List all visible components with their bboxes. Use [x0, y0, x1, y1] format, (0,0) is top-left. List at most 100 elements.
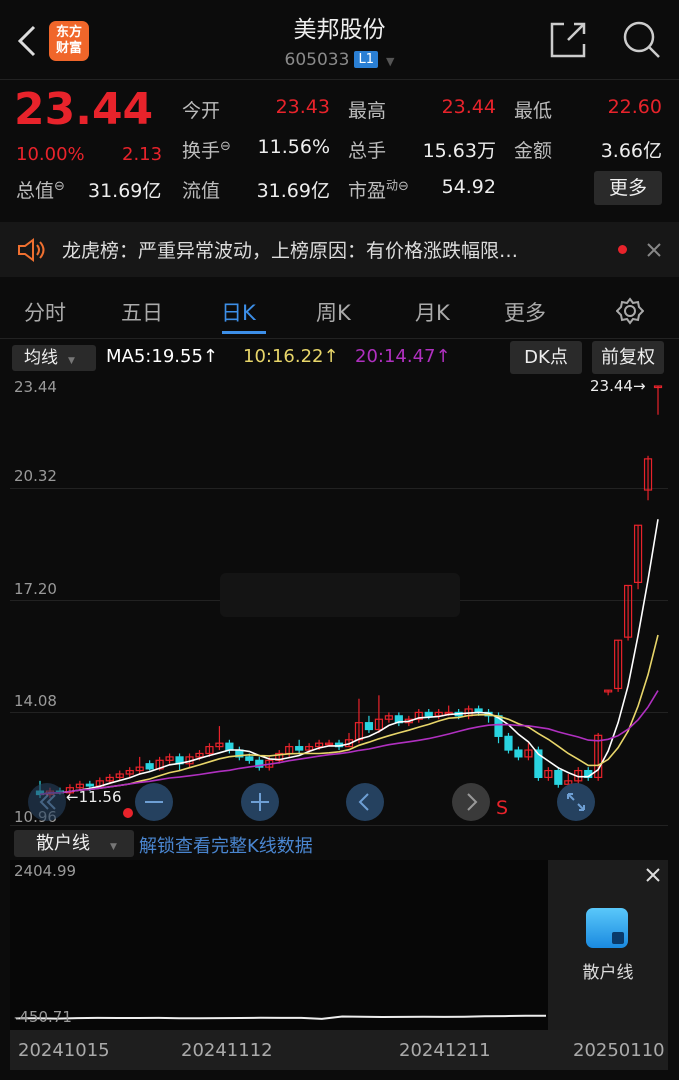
- candle-body: [145, 763, 154, 770]
- candle-body: [604, 689, 613, 693]
- tab-weekly-k[interactable]: 周K: [316, 301, 351, 325]
- zoom-out-icon: [145, 801, 163, 803]
- tab-intraday[interactable]: 分时: [24, 301, 66, 325]
- share-icon[interactable]: [548, 20, 588, 60]
- candle-body: [85, 783, 94, 787]
- close-icon[interactable]: [646, 242, 662, 258]
- zoom-in-button[interactable]: [241, 783, 279, 821]
- candle-body: [504, 735, 513, 751]
- scroll-right-button[interactable]: [452, 783, 490, 821]
- back-icon[interactable]: [16, 24, 38, 58]
- candle-body: [653, 385, 663, 389]
- header: 东方 财富 美邦股份 605033 L1 ▼: [0, 0, 679, 80]
- field-value: 22.60: [607, 96, 662, 118]
- tab-more[interactable]: 更多: [504, 301, 546, 325]
- tab-monthly-k[interactable]: 月K: [415, 301, 450, 325]
- fullscreen-icon: [567, 793, 585, 811]
- candle-body: [623, 584, 633, 638]
- notice-bar[interactable]: 龙虎榜：严重异常波动，上榜原因：有价格涨跌幅限…: [0, 222, 679, 277]
- candle-body: [314, 742, 324, 748]
- watermark: [220, 573, 460, 617]
- stock-code-row[interactable]: 605033 L1 ▼: [0, 50, 679, 70]
- tab-daily-k[interactable]: 日K: [221, 301, 256, 325]
- sub-indicator-label: 散户线: [36, 833, 90, 854]
- info-icon[interactable]: ⊖: [398, 179, 409, 194]
- sub-indicator-select[interactable]: 散户线 ▼: [14, 830, 134, 857]
- candle-body: [255, 759, 264, 768]
- dropdown-icon: ▼: [110, 842, 117, 852]
- candle-body: [245, 756, 254, 761]
- rewind-button[interactable]: [28, 783, 66, 821]
- candlestick-chart[interactable]: [0, 375, 679, 827]
- candle-body: [165, 756, 174, 761]
- ma20-value: 20:14.47↑: [355, 346, 451, 367]
- candle-body: [544, 769, 553, 779]
- unlock-link[interactable]: 解锁查看完整K线数据: [139, 836, 313, 857]
- close-icon[interactable]: [646, 868, 660, 882]
- candle-body: [374, 718, 384, 731]
- candle-body: [594, 734, 603, 779]
- search-icon[interactable]: [622, 20, 662, 60]
- candle-body: [524, 749, 533, 758]
- date-tick: 20250110: [573, 1040, 665, 1061]
- app-logo: 东方 财富: [49, 21, 89, 61]
- candle-body: [534, 749, 543, 779]
- speaker-icon: [18, 238, 45, 262]
- lock-icon: [612, 932, 624, 944]
- gridline: [10, 488, 668, 489]
- notice-text: 龙虎榜：严重异常波动，上榜原因：有价格涨跌幅限…: [62, 240, 519, 262]
- adjust-button[interactable]: 前复权: [592, 341, 664, 374]
- date-tick: 20241112: [181, 1040, 273, 1061]
- field-label: 总手: [348, 136, 386, 163]
- field-value: 11.56%: [257, 136, 330, 158]
- sell-signal: S: [496, 797, 509, 819]
- tab-five-day[interactable]: 五日: [121, 301, 163, 325]
- indicator-select[interactable]: 均线 ▼: [12, 345, 96, 371]
- candle-body: [215, 742, 224, 748]
- y-min-label: -450.71: [14, 1008, 72, 1026]
- field-label-text: 金额: [514, 140, 553, 162]
- field-label: 流值: [182, 176, 220, 203]
- candle-body: [305, 746, 314, 751]
- field-label-text: 总值: [16, 180, 55, 202]
- field-label-text: 今开: [182, 100, 221, 122]
- total-value-label: 总值⊖: [16, 176, 65, 203]
- scroll-left-icon: [358, 793, 369, 811]
- zoom-in-icon: [251, 793, 269, 811]
- dk-point-button[interactable]: DK点: [510, 341, 582, 374]
- retail-line: [15, 1014, 547, 1020]
- field-value: 23.43: [275, 96, 330, 118]
- field-label: 最低: [514, 96, 552, 123]
- candle-body: [225, 742, 234, 751]
- change-pct: 10.00%: [16, 144, 85, 165]
- gridline: [10, 712, 668, 713]
- candle-body: [115, 773, 124, 779]
- gear-icon[interactable]: [616, 297, 644, 325]
- info-icon[interactable]: ⊖: [220, 139, 231, 154]
- zoom-out-button[interactable]: [135, 783, 173, 821]
- scroll-left-button[interactable]: [346, 783, 384, 821]
- candle-body: [424, 711, 433, 717]
- candle-body: [643, 458, 653, 491]
- field-value: 3.66亿: [600, 140, 662, 162]
- field-value: 31.69亿: [256, 180, 330, 202]
- fullscreen-button[interactable]: [557, 783, 595, 821]
- date-axis: [10, 1030, 668, 1070]
- field-value: 54.92: [441, 176, 496, 198]
- more-button[interactable]: 更多: [594, 171, 662, 205]
- candle-body: [205, 746, 214, 755]
- candle-body: [633, 524, 643, 583]
- max-price-label: 23.44→: [590, 377, 646, 395]
- ma5-value: MA5:19.55↑: [106, 346, 218, 367]
- ma10-value: 10:16.22↑: [243, 346, 339, 367]
- y-tick: 17.20: [14, 580, 57, 598]
- info-icon[interactable]: ⊖: [54, 179, 65, 194]
- logo-text: 财富: [55, 41, 82, 56]
- field-label: 最高: [348, 96, 386, 123]
- locked-overlay[interactable]: 散户线: [548, 860, 668, 1030]
- overlay-label: 散户线: [582, 963, 634, 983]
- stock-name: 美邦股份: [293, 17, 386, 43]
- min-price-label: ←11.56: [66, 788, 122, 806]
- marker-dot: [123, 808, 133, 818]
- candle-body: [514, 749, 523, 758]
